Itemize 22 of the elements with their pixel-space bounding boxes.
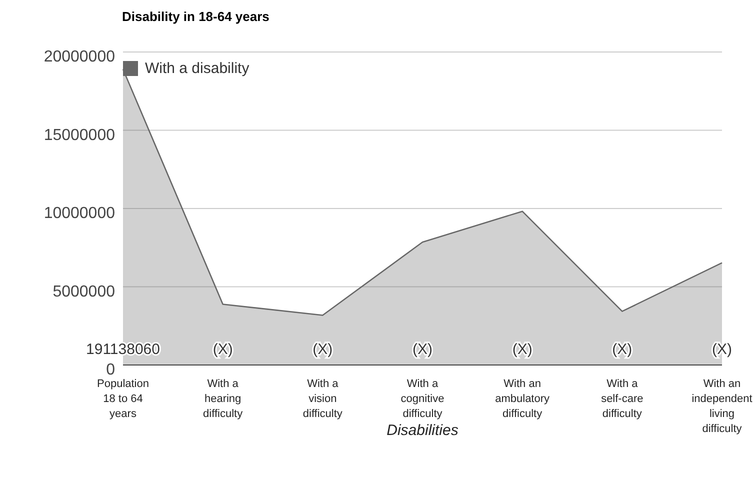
y-tick-label: 10000000 [44, 205, 116, 222]
series-label: With a disability [145, 60, 250, 77]
y-tick-label: 20000000 [44, 48, 116, 66]
y-tick-label: 5000000 [52, 283, 116, 300]
x-tick-label: With an ambulatory difficulty [495, 378, 550, 420]
annotation: (X) [712, 341, 732, 358]
x-tick-label: Population 18 to 64 years [97, 378, 149, 420]
x-tick-label: With a hearing difficulty [203, 378, 244, 420]
x-tick-label: With a cognitive difficulty [400, 378, 444, 420]
x-tick-label: With a vision difficulty [302, 378, 343, 420]
annotation: (X) [512, 341, 532, 358]
chart-title: Disability in 18-64 years [122, 9, 270, 24]
annotation: 191138060 [86, 341, 160, 358]
x-tick-label: With a self-care difficulty [601, 378, 644, 420]
annotation: (X) [312, 341, 333, 358]
y-tick-label: 15000000 [44, 126, 116, 144]
x-tick-label: With an independent living difficulty [692, 378, 752, 435]
annotation: (X) [212, 341, 233, 358]
annotation: (X) [612, 341, 632, 358]
y-tick-label: 0 [106, 362, 116, 379]
x-axis-title: Disabilities [386, 422, 459, 439]
annotation: (X) [412, 341, 432, 358]
